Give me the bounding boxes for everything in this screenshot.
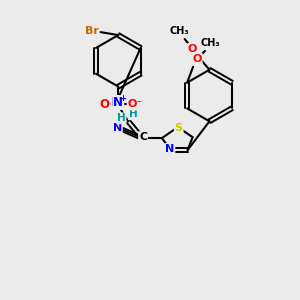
Text: N: N [111,96,121,109]
Text: CH₃: CH₃ [200,38,220,48]
Text: H: H [117,113,126,123]
Text: H: H [129,109,137,119]
Text: S: S [175,123,183,133]
Text: Br: Br [85,26,98,36]
Text: N: N [113,123,122,133]
Text: +: + [119,94,126,103]
Text: O⁻: O⁻ [128,99,143,110]
Text: O: O [192,54,202,64]
Text: O: O [99,98,110,111]
Text: C: C [139,132,147,142]
Text: CH₃: CH₃ [170,26,190,36]
Text: N: N [165,144,174,154]
Text: N: N [113,96,123,109]
Text: O: O [188,44,197,54]
